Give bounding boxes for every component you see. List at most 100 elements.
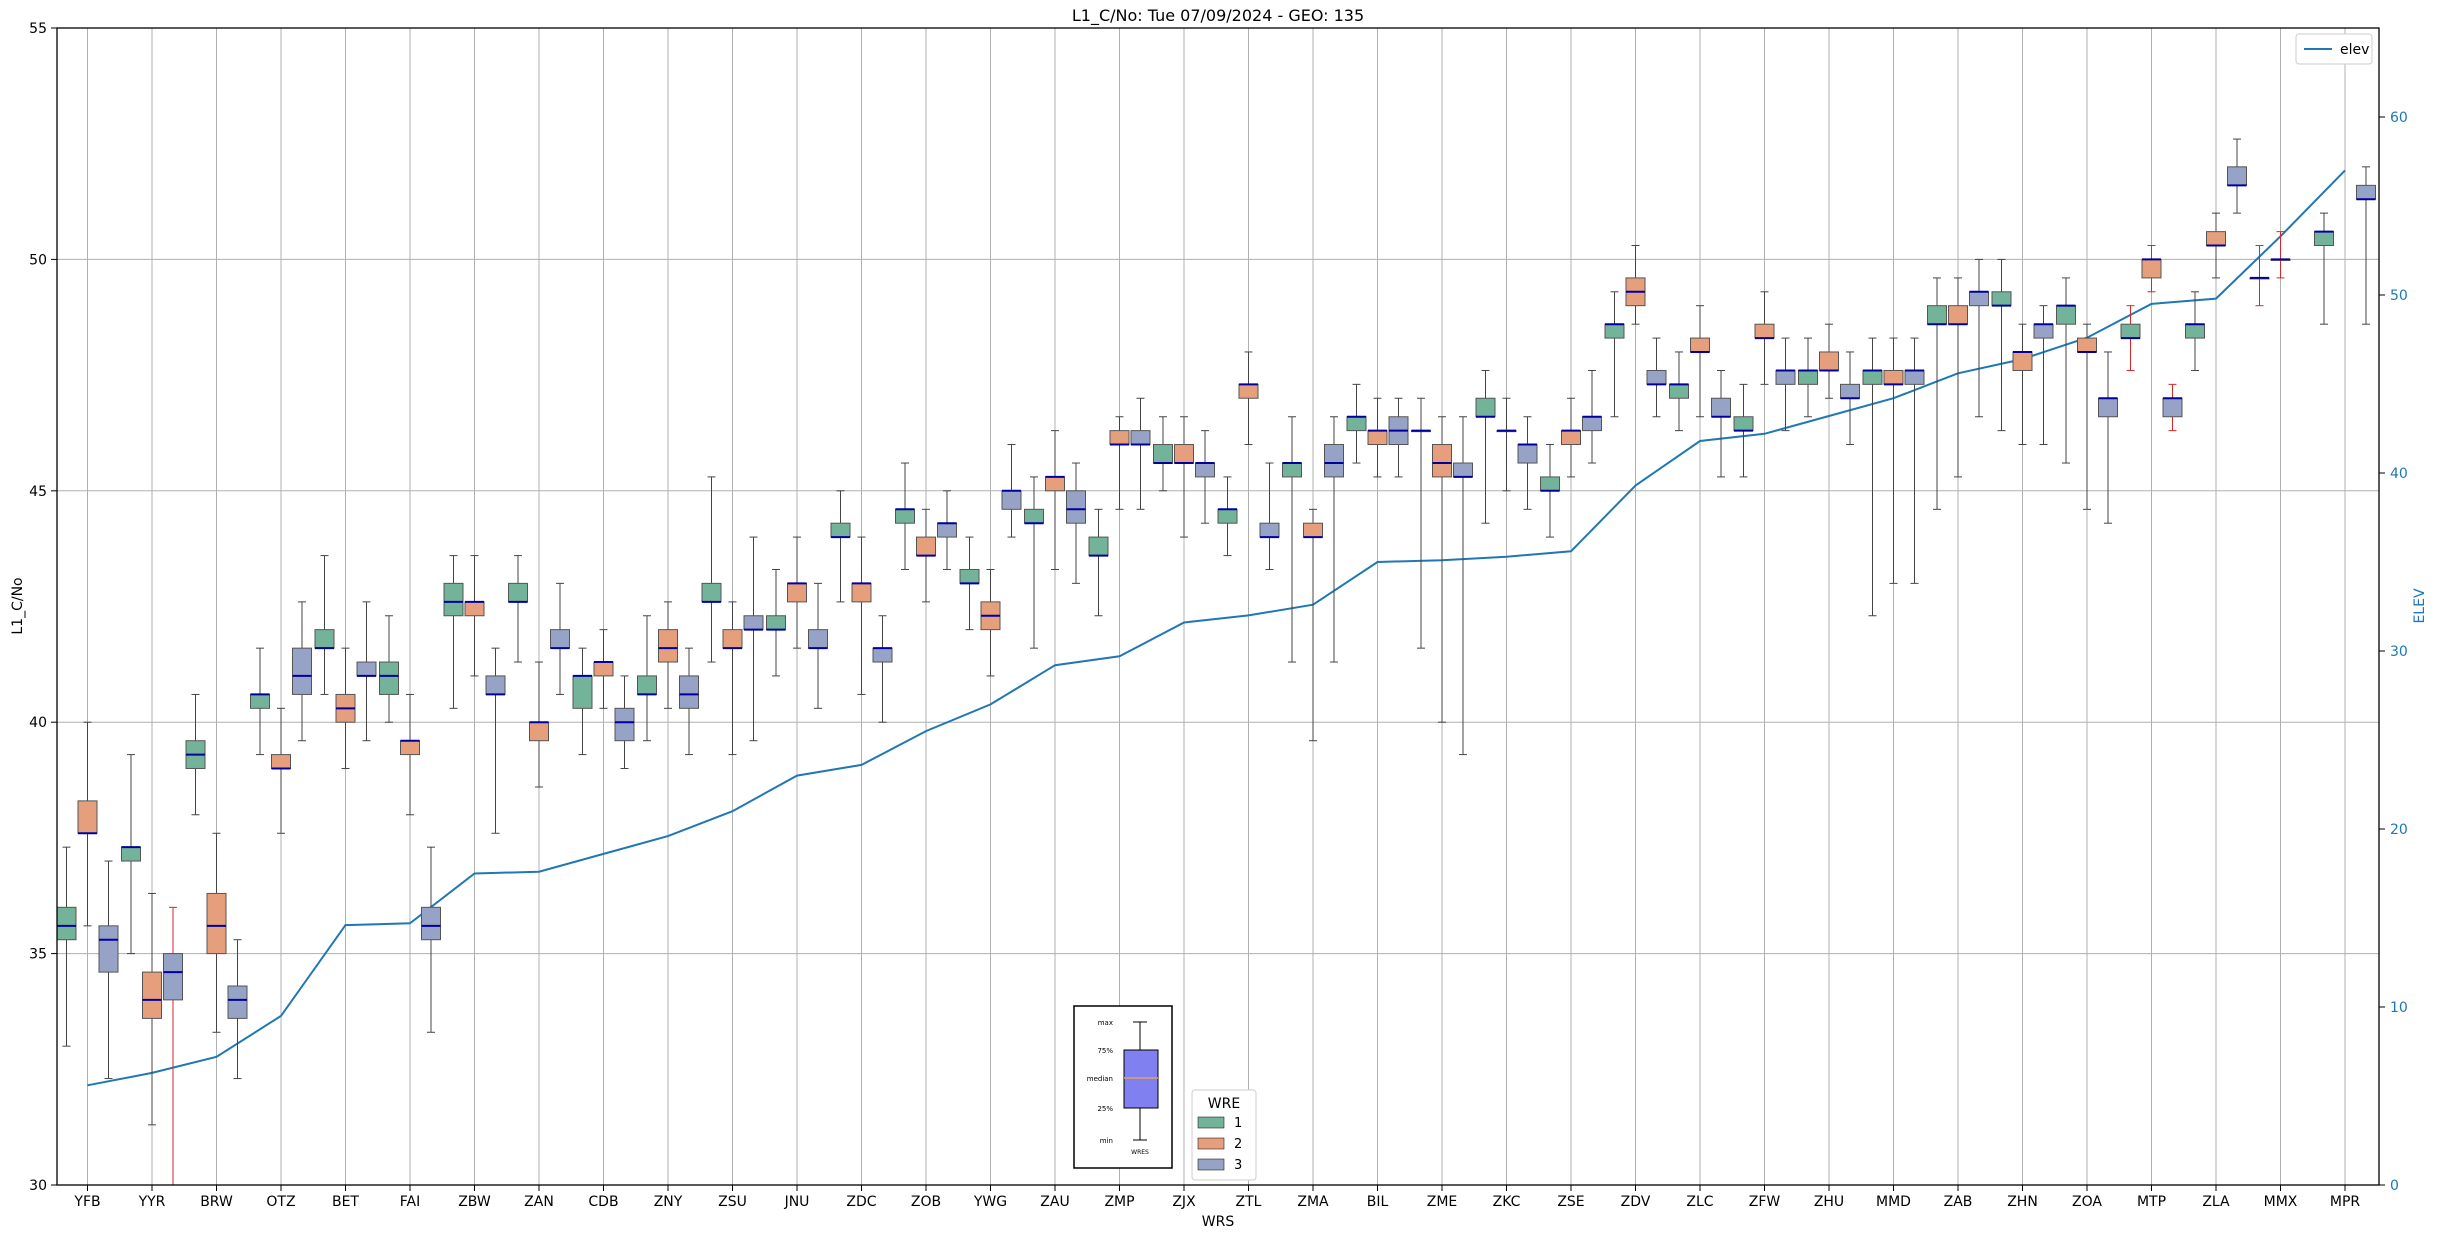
box-plot-mmd-wre2: [1883, 337, 1904, 584]
y2-tick-label: 60: [2390, 110, 2408, 126]
box-plot-zfw-wre2: [1754, 291, 1775, 385]
box-plot-zhu-wre3: [1840, 351, 1860, 446]
box-key-label-max: max: [1098, 1019, 1113, 1027]
x-tick-label: ZSE: [1557, 1194, 1584, 1210]
box-iqr: [637, 675, 657, 695]
box-iqr: [1001, 490, 1022, 510]
box-plot-zla-wre3: [2227, 138, 2247, 214]
box-plot-bet-wre3: [356, 601, 377, 742]
box-iqr: [1153, 444, 1173, 464]
box-iqr: [1840, 383, 1860, 399]
box-plot-fai-wre3: [421, 846, 441, 1033]
box-plot-cdb-wre1: [572, 647, 593, 756]
box-plot-cdb-wre3: [614, 675, 635, 769]
box-plot-zoa-wre3: [2098, 351, 2118, 524]
box-plot-ywg-wre3: [1001, 444, 1022, 538]
x-tick-label: ZOA: [2072, 1194, 2102, 1210]
y-tick-label: 45: [29, 484, 47, 500]
box-plot-zhn-wre3: [2033, 305, 2054, 446]
y-tick-label: 50: [29, 252, 47, 268]
box-iqr: [658, 629, 678, 663]
box-iqr: [808, 629, 828, 649]
box-plot-bil-wre2: [1367, 397, 1388, 478]
box-iqr: [1775, 369, 1796, 385]
box-iqr: [2077, 337, 2097, 353]
box-plot-zfw-wre1: [1733, 383, 1754, 478]
x-tick-label: BET: [332, 1194, 359, 1210]
box-plot-mtp-wre3: [2162, 383, 2183, 432]
box-plot-zlc-wre3: [1711, 369, 1731, 478]
box-key-label-q3: 75%: [1097, 1047, 1113, 1055]
y2-tick-label: 30: [2390, 644, 2408, 660]
y-tick-label: 40: [29, 715, 47, 731]
box-plot-zau-wre2: [1045, 430, 1065, 570]
box-iqr: [2185, 323, 2205, 339]
box-plot-zab-wre3: [1969, 258, 1989, 418]
box-iqr: [250, 693, 270, 709]
box-key-label-q1: 25%: [1097, 1105, 1113, 1113]
box-iqr: [1174, 444, 1194, 464]
box-iqr: [830, 522, 851, 538]
box-key-label-median: median: [1087, 1075, 1113, 1083]
box-iqr: [2120, 323, 2141, 339]
box-plot-zdv-wre2: [1625, 245, 1646, 325]
box-plot-zoa-wre1: [2056, 277, 2076, 464]
box-plot-ztl-wre1: [1217, 476, 1238, 557]
box-iqr: [1217, 508, 1238, 524]
box-plot-zdc-wre1: [830, 490, 851, 603]
x-tick-label: ZLC: [1686, 1194, 1713, 1210]
elev-legend: elev: [2295, 33, 2373, 65]
box-iqr: [1109, 430, 1130, 446]
box-plot-mmx-wre2: [2270, 231, 2291, 279]
box-iqr: [1130, 430, 1151, 446]
box-plot-mpr-wre1: [2314, 212, 2334, 325]
box-iqr: [292, 647, 312, 695]
box-iqr: [2356, 184, 2376, 200]
box-plot-zhn-wre2: [2012, 323, 2033, 446]
box-plot-zny-wre2: [658, 601, 678, 709]
x-tick-label: OTZ: [266, 1194, 295, 1210]
x-tick-label: ZNY: [654, 1194, 683, 1210]
box-plot-zjx-wre2: [1174, 416, 1194, 538]
box-plot-zjx-wre3: [1195, 430, 1215, 524]
box-plot-zme-wre3: [1453, 416, 1473, 756]
box-plot-otz-wre1: [250, 647, 270, 756]
box-iqr: [2227, 166, 2247, 186]
box-iqr: [1303, 522, 1323, 538]
y2-tick-label: 40: [2390, 466, 2408, 482]
box-iqr: [1604, 323, 1625, 339]
box-plot-fai-wre1: [379, 615, 399, 723]
y-tick-label: 30: [29, 1178, 47, 1194]
box-plot-mtp-wre1: [2120, 305, 2141, 371]
box-iqr: [508, 582, 528, 603]
box-iqr: [1561, 430, 1581, 446]
wre-legend-label-3: 3: [1234, 1158, 1242, 1173]
box-plot-zsu-wre1: [701, 476, 722, 663]
box-plot-zkc-wre3: [1517, 416, 1538, 510]
x-tick-label: YFB: [73, 1194, 100, 1210]
box-iqr: [1475, 397, 1496, 418]
box-plot-mmd-wre3: [1904, 337, 1925, 584]
y-axis-ticks: 30 35 40 45 50 55: [29, 21, 57, 1194]
x-tick-label: ZTL: [1236, 1194, 1262, 1210]
box-plot-zma-wre1: [1282, 416, 1302, 663]
wre-legend-swatch-3: [1197, 1158, 1225, 1171]
wre-legend: WRE 1 2 3: [1191, 1089, 1257, 1181]
box-iqr: [1540, 476, 1560, 492]
box-iqr: [314, 629, 335, 649]
box-iqr: [851, 582, 872, 603]
box-iqr: [1324, 444, 1344, 478]
box-iqr: [2012, 351, 2033, 371]
y-axis-label: L1_C/No: [10, 577, 26, 634]
box-plot-zsu-wre3: [743, 536, 764, 742]
box-plot-otz-wre2: [271, 707, 291, 834]
box-iqr: [356, 661, 377, 677]
box-plot-bet-wre2: [335, 647, 356, 769]
box-iqr: [121, 846, 141, 862]
y2-tick-label: 50: [2390, 288, 2408, 304]
box-iqr: [1346, 416, 1367, 432]
box-plot-brw-wre1: [185, 693, 206, 816]
x-tick-label: ZJX: [1172, 1194, 1196, 1210]
box-plot-zoa-wre2: [2077, 323, 2097, 510]
